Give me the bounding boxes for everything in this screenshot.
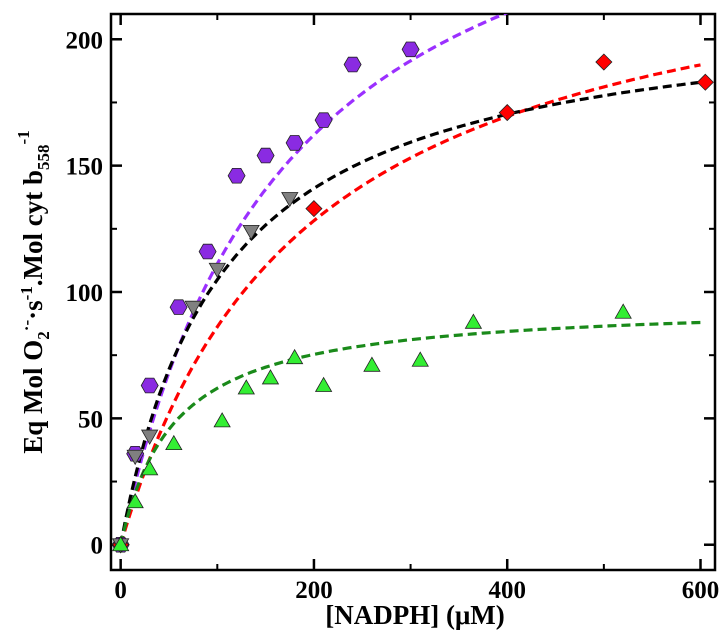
data-point-triangle-up	[614, 303, 632, 319]
data-point-hexagon	[227, 167, 246, 184]
data-point-triangle-down	[126, 449, 144, 466]
y-tick-label: 200	[66, 27, 104, 54]
y-label-sup-o2: ·-	[17, 320, 36, 332]
data-point-triangle-up	[213, 412, 231, 428]
data-point-triangle-down	[184, 300, 202, 316]
data-point-triangle-down	[140, 429, 159, 445]
y-label-mol-part: .Mol cyt b	[18, 170, 48, 286]
y-tick-label: 0	[91, 533, 104, 560]
data-point-diamond	[595, 53, 613, 71]
x-tick-label: 600	[682, 577, 720, 604]
y-tick-label: 150	[66, 154, 104, 181]
data-point-triangle-down	[208, 262, 226, 279]
x-tick-label: 0	[114, 577, 127, 604]
y-label-base: Eq Mol O	[18, 340, 48, 454]
data-point-triangle-down	[281, 192, 299, 208]
y-tick-label: 100	[66, 280, 104, 307]
fit-curve	[119, 80, 701, 546]
data-point-triangle-down	[242, 224, 260, 241]
fit-curve	[119, 320, 701, 546]
data-point-triangle-up	[111, 535, 130, 552]
axis-ticks	[111, 14, 715, 570]
y-axis-label: Eq Mol O2·-·s-1.Mol cyt b558-1	[14, 130, 53, 453]
data-point-triangle-up	[261, 369, 280, 385]
data-point-triangle-up	[314, 376, 333, 392]
plot-frame	[109, 12, 717, 572]
data-point-triangle-up	[464, 313, 483, 329]
y-label-sub-b: 558	[34, 144, 53, 170]
fit-curve	[119, 63, 701, 546]
data-point-hexagon	[285, 135, 304, 151]
data-point-diamond	[305, 200, 323, 218]
data-point-hexagon	[256, 147, 275, 164]
data-point-triangle-up	[411, 351, 429, 367]
y-label-s-part: ·s	[18, 300, 48, 320]
data-point-hexagon	[314, 112, 333, 128]
y-label-sub-o2: 2	[34, 331, 53, 340]
data-point-hexagon	[169, 299, 188, 315]
data-point-triangle-up	[237, 379, 255, 395]
data-point-triangle-up	[363, 356, 381, 372]
data-point-diamond	[498, 103, 516, 122]
fit-curve	[119, 14, 509, 546]
data-point-hexagon	[140, 377, 159, 394]
x-tick-label: 200	[295, 577, 333, 604]
y-tick-label: 50	[78, 406, 103, 433]
data-point-diamond	[696, 73, 714, 91]
data-point-hexagon	[343, 56, 362, 73]
data-points	[111, 41, 714, 554]
data-point-triangle-up	[165, 434, 183, 451]
x-tick-label: 400	[488, 577, 526, 604]
y-label-sup-end: -1	[14, 130, 33, 144]
data-point-triangle-up	[140, 460, 159, 476]
data-point-triangle-up	[126, 492, 144, 509]
data-point-hexagon	[401, 41, 420, 58]
fit-curves	[119, 14, 701, 546]
x-axis-label: [NADPH] (μM)	[325, 600, 505, 630]
data-point-triangle-up	[285, 348, 304, 365]
y-label-sup-s: -1	[17, 286, 36, 300]
data-point-hexagon	[198, 243, 217, 260]
axis-tick-labels: 0 200 400 600 0 50 100 150 200	[66, 27, 720, 604]
